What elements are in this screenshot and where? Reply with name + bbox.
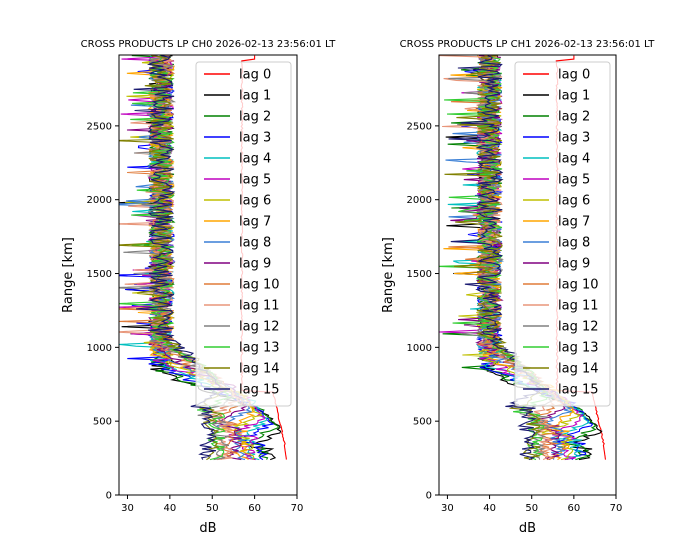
legend-label: lag 13 (239, 341, 280, 356)
x-tick-label: 30 (121, 503, 134, 514)
chart-title: CROSS PRODUCTS LP CH0 2026-02-13 23:56:0… (81, 39, 337, 50)
y-tick-label: 1500 (87, 269, 112, 280)
x-tick-label: 30 (441, 503, 454, 514)
legend-box (195, 61, 292, 407)
legend-label: lag 7 (558, 215, 590, 230)
x-tick-label: 50 (206, 503, 219, 514)
chart-title: CROSS PRODUCTS LP CH1 2026-02-13 23:56:0… (400, 39, 656, 50)
x-axis-label: dB (199, 521, 216, 536)
y-tick-label: 0 (426, 491, 432, 502)
y-tick-label: 1500 (407, 269, 432, 280)
x-tick-label: 60 (567, 503, 580, 514)
legend-label: lag 14 (558, 362, 599, 377)
legend-label: lag 5 (558, 173, 590, 188)
legend-label: lag 12 (239, 320, 280, 335)
legend-label: lag 10 (558, 278, 599, 293)
chart-panel-0: CROSS PRODUCTS LP CH0 2026-02-13 23:56:0… (61, 39, 336, 536)
x-tick-label: 70 (291, 503, 304, 514)
y-tick-label: 500 (413, 417, 432, 428)
y-tick-label: 2000 (407, 195, 432, 206)
legend-label: lag 0 (239, 68, 271, 83)
y-tick-label: 2000 (87, 195, 112, 206)
y-tick-label: 2500 (87, 121, 112, 132)
y-axis-label: Range [km] (381, 237, 396, 313)
legend-label: lag 4 (239, 152, 271, 167)
legend-label: lag 9 (558, 257, 590, 272)
legend-label: lag 7 (239, 215, 271, 230)
legend-label: lag 1 (558, 89, 590, 104)
legend-label: lag 8 (239, 236, 271, 251)
legend-label: lag 10 (239, 278, 280, 293)
chart-panel-1: CROSS PRODUCTS LP CH1 2026-02-13 23:56:0… (381, 39, 655, 536)
legend-label: lag 3 (558, 131, 590, 146)
axes-frame (438, 54, 617, 496)
y-tick-label: 2500 (407, 121, 432, 132)
axes-frame (118, 54, 298, 496)
legend-label: lag 1 (239, 89, 271, 104)
legend-label: lag 13 (558, 341, 599, 356)
x-tick-label: 70 (610, 503, 623, 514)
legend-label: lag 8 (558, 236, 590, 251)
legend-label: lag 15 (239, 383, 280, 398)
legend: lag 0 lag 1 lag 2 lag 3 lag 4 lag 5 lag 6 lag 7… (514, 61, 611, 407)
x-tick-label: 60 (248, 503, 261, 514)
legend-label: lag 11 (239, 299, 280, 314)
legend-label: lag 14 (239, 362, 280, 377)
legend-label: lag 5 (239, 173, 271, 188)
legend-label: lag 3 (239, 131, 271, 146)
legend-label: lag 2 (558, 110, 590, 125)
x-tick-label: 40 (163, 503, 176, 514)
legend-label: lag 9 (239, 257, 271, 272)
legend-label: lag 2 (239, 110, 271, 125)
legend-label: lag 12 (558, 320, 599, 335)
legend-label: lag 0 (558, 68, 590, 83)
legend: lag 0 lag 1 lag 2 lag 3 lag 4 lag 5 lag 6 lag 7… (195, 61, 292, 407)
y-tick-label: 500 (93, 417, 112, 428)
legend-label: lag 15 (558, 383, 599, 398)
y-tick-label: 1000 (87, 343, 112, 354)
legend-label: lag 6 (558, 194, 590, 209)
legend-label: lag 6 (239, 194, 271, 209)
y-axis-label: Range [km] (61, 237, 76, 313)
x-tick-label: 50 (525, 503, 538, 514)
legend-label: lag 4 (558, 152, 590, 167)
legend-box (514, 61, 611, 407)
y-tick-label: 1000 (407, 343, 432, 354)
x-tick-label: 40 (483, 503, 496, 514)
x-axis-label: dB (519, 521, 536, 536)
legend-label: lag 11 (558, 299, 599, 314)
y-tick-label: 0 (106, 491, 112, 502)
